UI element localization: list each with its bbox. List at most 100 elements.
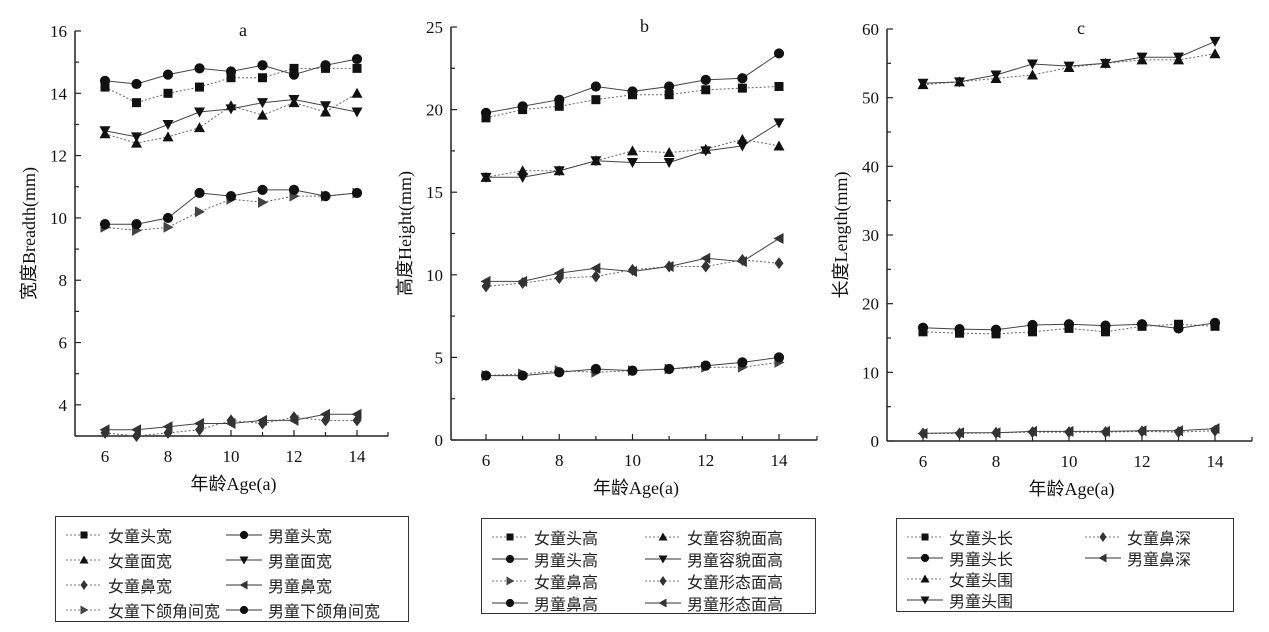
data-point xyxy=(99,424,110,436)
data-point xyxy=(663,147,675,158)
legend-entry: 男童头长 xyxy=(907,546,1013,570)
legend-swatch-diamond-icon xyxy=(1085,532,1121,542)
y-tick-label: 0 xyxy=(435,431,444,450)
series-a-1 xyxy=(99,53,363,90)
legend-swatch-triangle-left-icon xyxy=(1085,553,1121,563)
data-point xyxy=(1027,69,1038,80)
y-tick-label: 10 xyxy=(426,266,443,285)
data-point xyxy=(554,367,565,378)
legend-swatch-circle-icon xyxy=(226,605,262,615)
data-point xyxy=(99,126,111,137)
panel-title: b xyxy=(640,16,649,36)
data-point xyxy=(131,78,142,90)
legend-marker xyxy=(658,532,668,541)
data-point xyxy=(480,107,492,119)
series-line xyxy=(922,53,1216,86)
legend-label: 女童头高 xyxy=(534,529,599,548)
data-point xyxy=(737,73,748,84)
panel-b: 0 5 10 15 20 25 6 8 10 12 14 年龄Age(a) 高度Height(mm) b xyxy=(395,16,818,499)
data-point xyxy=(352,63,362,73)
series-line xyxy=(104,416,357,437)
data-point xyxy=(194,418,204,430)
data-point xyxy=(1209,317,1221,328)
legend-swatch-triangle-up-icon xyxy=(66,555,102,564)
data-point xyxy=(320,408,330,420)
y-tick-label: 16 xyxy=(50,22,67,41)
data-point xyxy=(225,66,237,77)
data-point xyxy=(590,156,602,167)
legend-marker xyxy=(506,576,515,586)
legend-entry: 女童容貌面高 xyxy=(645,525,783,549)
data-point xyxy=(590,262,601,274)
legend-label: 男童鼻宽 xyxy=(268,577,333,596)
legend-entry: 女童头宽 xyxy=(66,523,172,547)
series-b-5 xyxy=(480,118,785,183)
data-point xyxy=(774,81,784,91)
legend-swatch-triangle-left-icon xyxy=(645,598,681,608)
y-tick-label: 12 xyxy=(50,147,67,166)
series-b-7 xyxy=(480,232,784,287)
data-point xyxy=(320,101,331,112)
x-tick-label: 6 xyxy=(101,447,110,466)
legend-marker xyxy=(239,530,249,540)
x-axis-label: 年龄Age(a) xyxy=(1029,479,1115,500)
legend-swatch-triangle-left-icon xyxy=(226,580,262,590)
data-point xyxy=(162,119,174,130)
x-axis-label: 年龄Age(a) xyxy=(191,474,277,495)
legend-entry: 男童头围 xyxy=(907,588,1013,612)
data-point xyxy=(1173,323,1184,334)
legend-entry: 男童容貌面高 xyxy=(645,547,783,571)
y-tick-label: 20 xyxy=(426,101,443,120)
data-point xyxy=(480,172,492,183)
data-point xyxy=(773,118,785,129)
data-point xyxy=(351,53,363,65)
legend-swatch-circle-icon xyxy=(226,530,262,540)
legend-entry: 女童头高 xyxy=(492,525,598,549)
data-point xyxy=(131,137,142,148)
legend-marker xyxy=(505,598,515,608)
x-tick-label: 8 xyxy=(992,452,1001,471)
legend-entry: 女童形态面高 xyxy=(645,569,783,593)
data-point xyxy=(131,219,142,230)
data-point xyxy=(162,421,173,433)
legend-swatch-circle-icon xyxy=(492,598,528,608)
legend-marker xyxy=(921,533,929,541)
legend-swatch-circle-icon xyxy=(907,553,943,563)
legend-swatch-triangle-down-icon xyxy=(907,596,943,605)
legend-label: 女童头宽 xyxy=(108,527,173,546)
x-tick-label: 14 xyxy=(771,451,789,470)
data-point xyxy=(162,212,174,224)
data-point xyxy=(162,131,174,142)
panel-title: a xyxy=(239,20,247,40)
data-point xyxy=(774,257,784,270)
data-point xyxy=(351,187,363,199)
data-point xyxy=(553,267,564,279)
data-point xyxy=(663,157,675,168)
data-point xyxy=(773,140,785,151)
data-point xyxy=(917,427,928,439)
legend-label: 男童头宽 xyxy=(268,527,333,546)
legend-swatch-square-icon xyxy=(492,533,528,541)
legend-label: 女童头长 xyxy=(949,529,1014,548)
data-point xyxy=(1136,319,1148,330)
data-point xyxy=(162,69,174,80)
data-point xyxy=(131,132,142,143)
data-point xyxy=(701,85,711,95)
data-point xyxy=(163,88,173,98)
data-point xyxy=(1028,327,1037,337)
data-point xyxy=(773,48,785,59)
legend-entry: 男童下颌角间宽 xyxy=(226,598,380,622)
data-point xyxy=(627,365,638,376)
y-tick-label: 6 xyxy=(59,334,68,353)
x-tick-label: 14 xyxy=(349,447,367,466)
data-point xyxy=(917,78,929,89)
legend-entry: 女童面宽 xyxy=(66,548,172,572)
data-point xyxy=(591,270,601,283)
data-point xyxy=(194,107,205,118)
data-point xyxy=(132,98,141,108)
series-a-5 xyxy=(99,408,362,436)
y-tick-label: 0 xyxy=(871,432,880,451)
legend-marker xyxy=(505,554,515,564)
data-point xyxy=(1100,425,1110,437)
data-point xyxy=(701,260,711,273)
